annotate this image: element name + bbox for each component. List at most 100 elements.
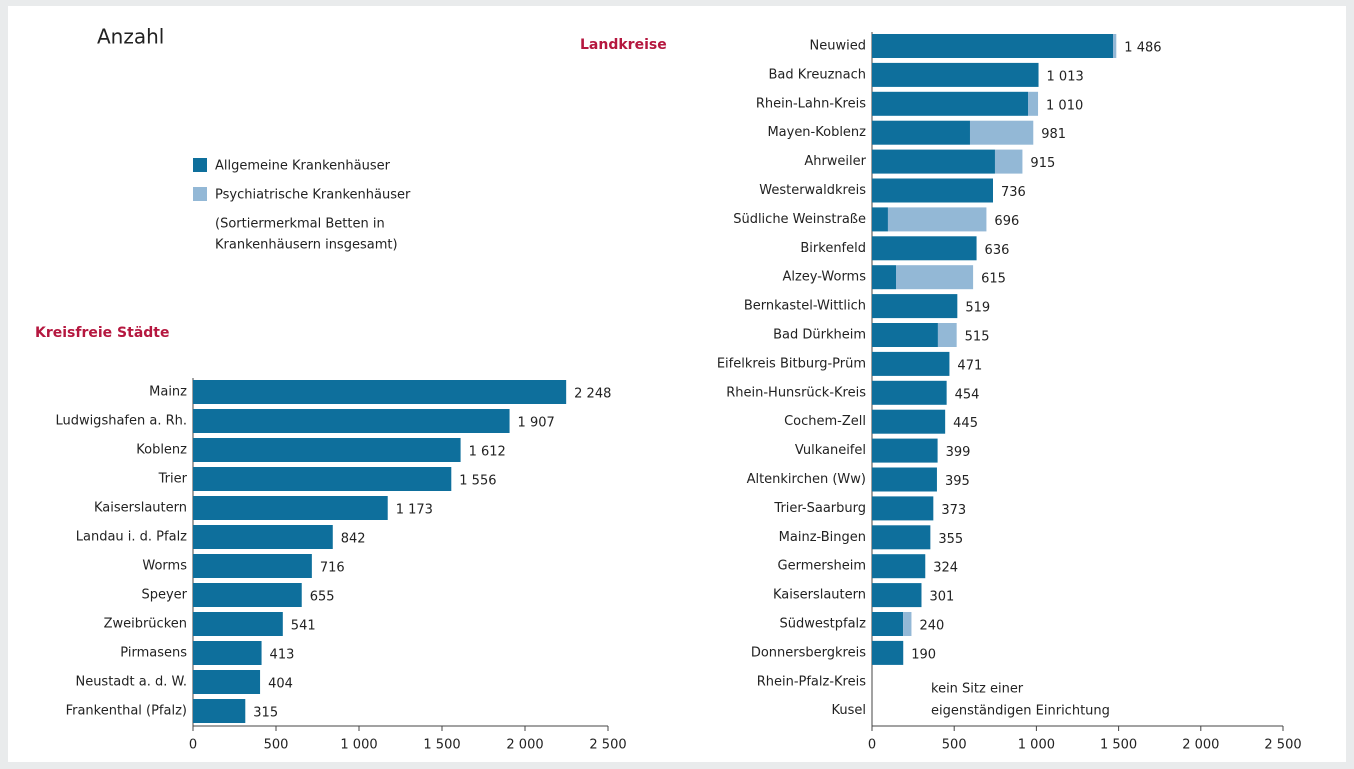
x-tick-label: 0 (189, 738, 197, 753)
bar-segment (872, 467, 937, 492)
bar-segment (872, 583, 922, 608)
bar-segment (896, 265, 974, 290)
bar-segment (872, 351, 950, 376)
chart-title: Kreisfreie Städte (35, 325, 169, 341)
value-label: 315 (253, 706, 278, 721)
bar-segment (872, 409, 946, 434)
value-label: 716 (320, 561, 345, 576)
value-label: 413 (270, 648, 295, 663)
annotation: kein Sitz einer (931, 682, 1024, 697)
x-tick-label: 2 000 (506, 738, 543, 753)
value-label: 454 (955, 387, 980, 402)
bar (193, 496, 388, 520)
bar-segment (872, 496, 934, 521)
value-label: 696 (994, 214, 1019, 229)
bar-segment (937, 323, 957, 347)
bar-segment (872, 380, 947, 405)
y-tick-label: Landau i. d. Pfalz (76, 530, 187, 545)
y-tick-label: Bad Kreuznach (768, 67, 866, 82)
value-label: 471 (957, 358, 982, 373)
y-tick-label: Trier (158, 472, 188, 487)
y-tick-label: Frankenthal (Pfalz) (66, 704, 187, 719)
y-tick-label: Vulkaneifel (795, 443, 866, 458)
y-tick-label: Kaiserslautern (773, 588, 866, 603)
y-tick-label: Südliche Weinstraße (733, 212, 866, 227)
bar-segment (1113, 34, 1117, 58)
y-tick-label: Kusel (832, 703, 867, 718)
value-label: 399 (946, 445, 971, 460)
y-tick-label: Rhein-Lahn-Kreis (756, 96, 866, 111)
value-label: 1 612 (469, 445, 506, 460)
bar-segment (872, 207, 888, 232)
bar (193, 641, 262, 665)
y-tick-label: Zweibrücken (104, 617, 187, 632)
y-tick-label: Mayen-Koblenz (767, 125, 866, 140)
value-label: 395 (945, 474, 970, 489)
bar-segment (887, 207, 987, 232)
y-tick-label: Pirmasens (120, 646, 187, 661)
y-tick-label: Bernkastel-Wittlich (744, 299, 866, 314)
y-tick-label: Trier-Saarburg (773, 501, 866, 516)
unit-label: Anzahl (97, 25, 164, 49)
value-label: 1 486 (1124, 41, 1161, 56)
y-tick-label: Donnersbergkreis (751, 645, 866, 660)
legend-label: Allgemeine Krankenhäuser (215, 159, 391, 174)
y-tick-label: Kaiserslautern (94, 501, 187, 516)
value-label: 301 (929, 590, 954, 605)
y-tick-label: Südwestpfalz (780, 617, 867, 632)
x-tick-label: 2 500 (589, 738, 626, 753)
x-tick-label: 0 (868, 738, 876, 753)
y-tick-label: Mainz (149, 385, 187, 400)
bar (193, 699, 246, 723)
y-tick-label: Birkenfeld (800, 241, 866, 256)
bar-segment (872, 62, 1039, 87)
bar-segment (872, 149, 995, 174)
x-tick-label: 1 500 (1100, 738, 1137, 753)
bar-segment (872, 34, 1114, 58)
x-tick-label: 2 500 (1264, 738, 1301, 753)
value-label: 515 (965, 330, 990, 345)
value-label: 655 (310, 590, 335, 605)
note: Krankenhäusern insgesamt) (215, 238, 398, 253)
value-label: 404 (268, 677, 293, 692)
value-label: 2 248 (574, 387, 611, 402)
value-label: 1 173 (396, 503, 433, 518)
value-label: 541 (291, 619, 316, 634)
value-label: 355 (938, 532, 963, 547)
bar-segment (872, 265, 897, 290)
bar (193, 525, 333, 549)
y-tick-label: Ludwigshafen a. Rh. (55, 414, 187, 429)
bar (193, 467, 452, 491)
value-label: 445 (953, 416, 978, 431)
y-tick-label: Neuwied (810, 39, 866, 54)
bar (193, 438, 461, 462)
y-tick-label: Eifelkreis Bitburg-Prüm (717, 356, 866, 371)
y-tick-label: Rhein-Hunsrück-Kreis (726, 385, 866, 400)
value-label: 615 (981, 272, 1006, 287)
bar-segment (903, 612, 912, 636)
bar (193, 380, 567, 404)
x-tick-label: 1 500 (423, 738, 460, 753)
bar (193, 409, 510, 433)
value-label: 636 (985, 243, 1010, 258)
bar-segment (872, 525, 931, 550)
bar-segment (872, 120, 970, 145)
annotation: eigenständigen Einrichtung (931, 704, 1110, 719)
value-label: 1 556 (459, 474, 496, 489)
y-tick-label: Neustadt a. d. W. (75, 675, 187, 690)
y-tick-label: Ahrweiler (804, 154, 866, 169)
value-label: 324 (933, 561, 958, 576)
y-tick-label: Cochem-Zell (784, 414, 866, 429)
value-label: 190 (911, 647, 936, 662)
bar-segment (872, 294, 958, 319)
x-tick-label: 2 000 (1182, 738, 1219, 753)
bar (193, 554, 312, 578)
y-tick-label: Koblenz (136, 443, 187, 458)
bar-segment (872, 554, 926, 579)
x-tick-label: 500 (264, 738, 289, 753)
bar (193, 612, 283, 636)
y-tick-label: Rhein-Pfalz-Kreis (757, 674, 867, 689)
bar-segment (872, 438, 938, 463)
value-label: 1 907 (518, 416, 555, 431)
